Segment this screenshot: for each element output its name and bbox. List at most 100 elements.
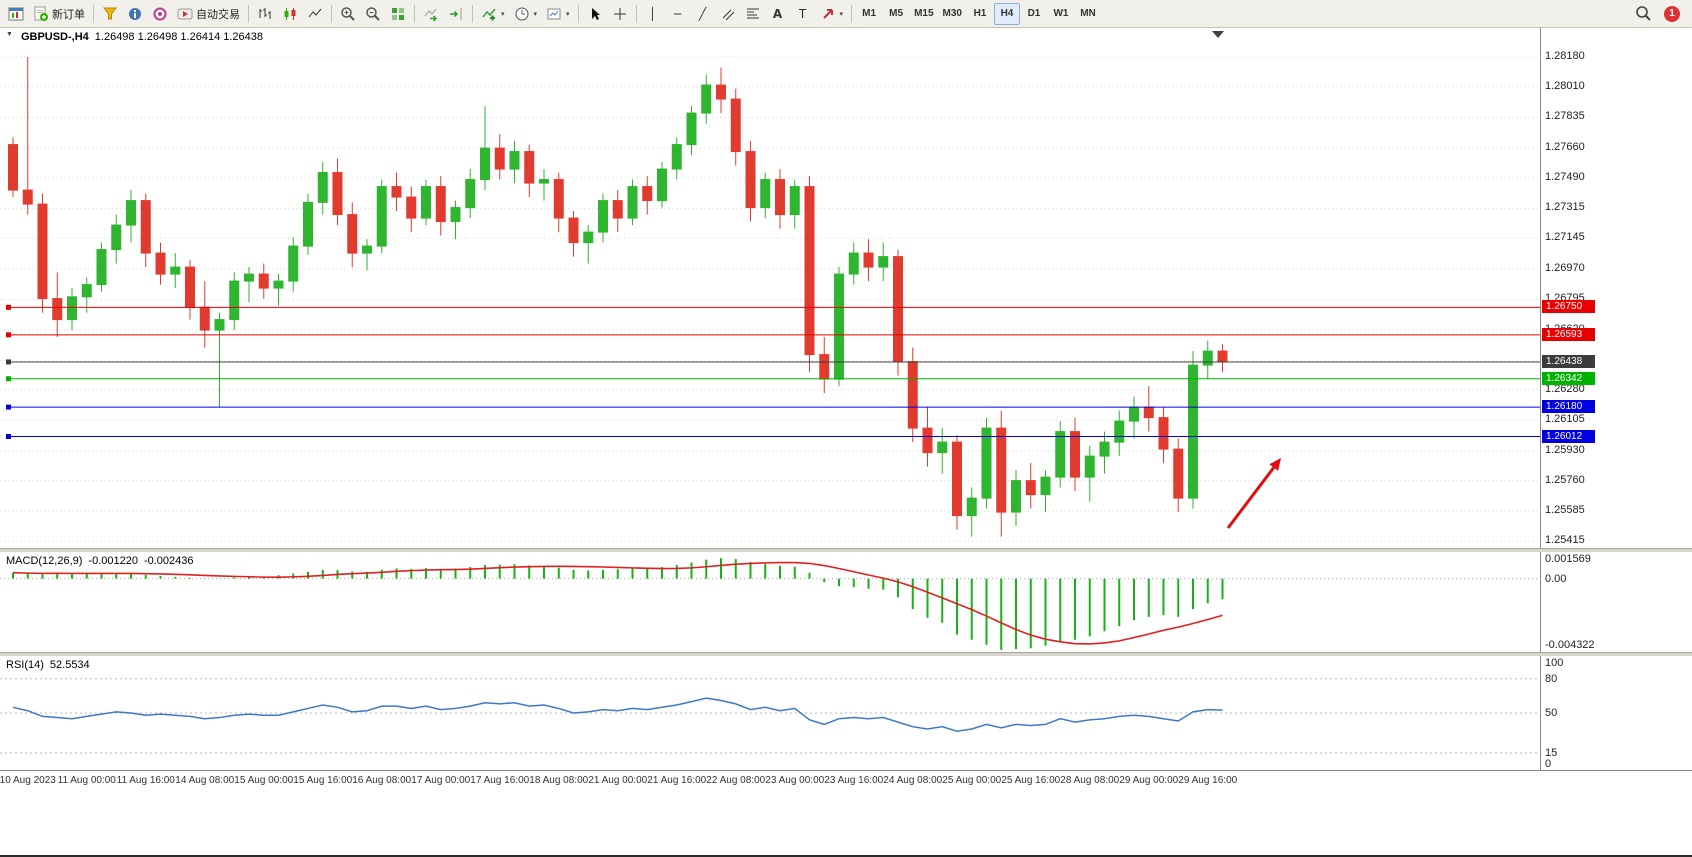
price-axis-tick: 1.25415 [1545, 533, 1585, 546]
candle [376, 179, 387, 254]
price-line-handle[interactable] [6, 434, 11, 440]
timeframe-button-h4[interactable]: H4 [993, 2, 1020, 25]
candle [111, 214, 122, 264]
price-line-handle[interactable] [6, 332, 11, 338]
candle [273, 274, 284, 306]
candle [952, 435, 962, 530]
fibonacci-button[interactable] [741, 3, 765, 25]
candle [1143, 386, 1154, 432]
candle [524, 144, 535, 198]
toolbar-separator [331, 4, 332, 23]
macd-pane[interactable] [0, 552, 1540, 652]
candle [52, 272, 63, 338]
autotrading-button[interactable]: 自动交易 [173, 3, 244, 25]
channel-button[interactable] [716, 3, 740, 25]
candle [494, 134, 505, 180]
price-line-handle[interactable] [6, 304, 11, 310]
price-line-handle[interactable] [6, 376, 11, 382]
candle [1202, 340, 1213, 380]
arrow-shape-icon [822, 8, 833, 19]
macd-signal-line [12, 561, 1223, 645]
zoom-out-button[interactable] [361, 3, 385, 25]
toolbar-separator [414, 4, 415, 23]
price-axis[interactable]: 1.28180 1.28010 1.27835 1.27660 1.27490 1.273… [1540, 28, 1692, 770]
arrow-annotation[interactable] [1226, 458, 1281, 529]
notification-badge[interactable]: 1 [1664, 5, 1680, 22]
time-axis-label: 18 Aug 08:00 [529, 775, 589, 786]
zoom-in-button[interactable] [336, 3, 360, 25]
horizontal-line-button[interactable]: ─ [666, 3, 690, 25]
candle [819, 337, 830, 394]
tile-windows-button[interactable] [386, 3, 410, 25]
crosshair-button[interactable] [608, 3, 632, 25]
search-button[interactable] [1631, 3, 1656, 25]
candle [1084, 445, 1095, 502]
indicators-button[interactable]: ▾ [477, 3, 509, 25]
symbol-dropdown-icon[interactable]: ▼ [6, 31, 13, 38]
candle [1158, 407, 1169, 464]
pane-splitter[interactable] [0, 548, 1692, 552]
data-window-button[interactable] [123, 3, 147, 25]
templates-button[interactable]: ▾ [542, 3, 574, 25]
candle [1173, 438, 1184, 513]
auto-scroll-icon [424, 8, 438, 22]
pane-splitter[interactable] [0, 652, 1692, 656]
label-tool-button[interactable]: T [791, 3, 815, 25]
price-axis-tick: 1.26280 [1545, 382, 1585, 395]
candle [804, 176, 815, 373]
rsi-axis-label: 100 [1545, 657, 1564, 669]
candle [598, 193, 608, 243]
time-axis[interactable]: 10 Aug 2023 11 Aug 00:00 11 Aug 16:00 14 Au… [0, 770, 1692, 792]
time-axis-label: 17 Aug 16:00 [470, 775, 530, 786]
chart-shift-button[interactable] [444, 3, 468, 25]
timeframe-button-mn[interactable]: MN [1075, 3, 1101, 25]
timeframe-button-d1[interactable]: D1 [1021, 3, 1047, 25]
timeframe-button-h1[interactable]: H1 [967, 3, 993, 25]
price-line-handle[interactable] [6, 359, 11, 365]
rsi-label: RSI(14) 52.5534 [6, 659, 90, 671]
timeframe-button-m15[interactable]: M15 [910, 3, 937, 25]
text-tool-button[interactable]: A [766, 3, 790, 25]
rsi-line [12, 697, 1223, 733]
line-chart-button[interactable] [303, 3, 327, 25]
candle [96, 242, 107, 292]
macd-label: MACD(12,26,9) -0.001220 -0.002436 [6, 555, 194, 567]
clock-icon [515, 7, 529, 20]
chart-shift-marker[interactable] [1212, 31, 1224, 38]
price-chart-canvas[interactable] [0, 28, 1540, 548]
vertical-line-button[interactable]: │ [641, 3, 665, 25]
timeframe-button-w1[interactable]: W1 [1048, 3, 1074, 25]
candlestick-chart-button[interactable] [278, 3, 302, 25]
time-axis-label: 28 Aug 08:00 [1060, 775, 1120, 786]
new-order-button[interactable]: 新订单 [29, 3, 89, 25]
candle [539, 169, 549, 201]
price-axis-tick: 1.28010 [1545, 79, 1585, 92]
candle [509, 141, 520, 184]
timeframe-button-m1[interactable]: M1 [856, 3, 882, 25]
candle [863, 239, 874, 282]
macd-value-signal: -0.002436 [143, 555, 194, 567]
rsi-pane[interactable] [0, 656, 1540, 770]
candle [996, 410, 1007, 537]
candle [244, 267, 254, 303]
cursor-button[interactable] [583, 3, 607, 25]
time-axis-label: 10 Aug 2023 [0, 775, 56, 786]
new-chart-button[interactable] [4, 3, 28, 25]
timeframe-button-m5[interactable]: M5 [883, 3, 909, 25]
price-axis-tick: 1.28180 [1545, 50, 1585, 63]
macd-value-main: -0.001220 [88, 555, 138, 567]
periods-button[interactable]: ▾ [510, 3, 542, 25]
candle [303, 193, 313, 255]
arrows-tool-button[interactable]: ▾ [816, 3, 848, 25]
price-axis-tick: 1.27835 [1545, 110, 1585, 123]
market-watch-button[interactable] [98, 3, 122, 25]
price-line-handle[interactable] [6, 404, 11, 410]
trendline-button[interactable]: ╱ [691, 3, 715, 25]
time-axis-label: 11 Aug 16:00 [116, 775, 175, 786]
bar-chart-button[interactable] [253, 3, 277, 25]
timeframe-button-m30[interactable]: M30 [939, 3, 966, 25]
candle [627, 179, 638, 226]
auto-scroll-button[interactable] [419, 3, 443, 25]
navigator-button[interactable] [148, 3, 172, 25]
